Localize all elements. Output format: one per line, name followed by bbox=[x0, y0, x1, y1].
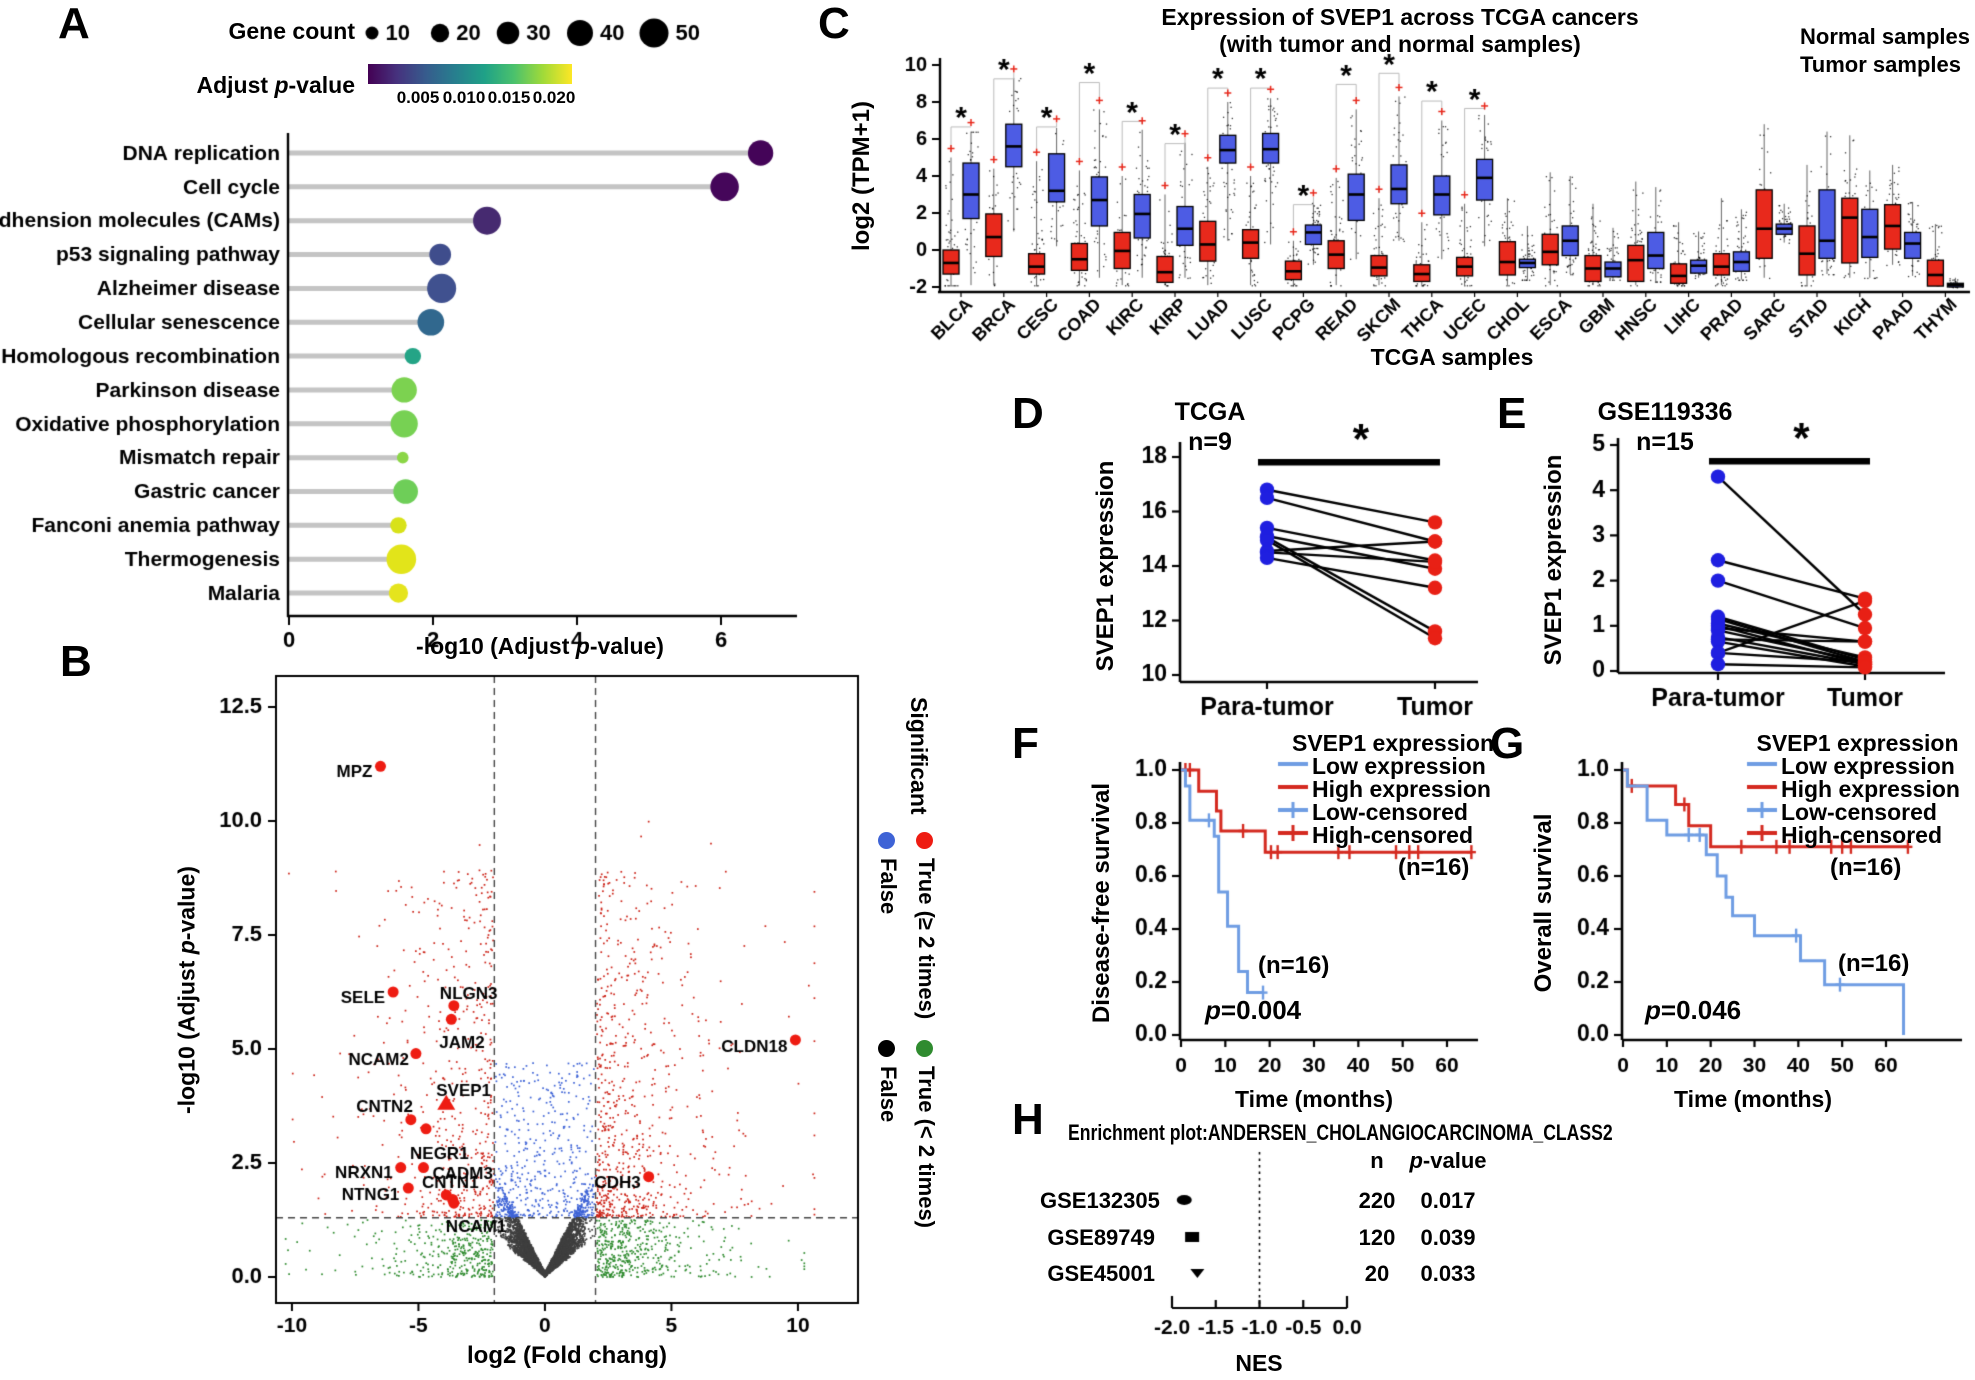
panel-e-canvas bbox=[1490, 390, 1975, 725]
volcano-legend-dot-false-blue bbox=[878, 832, 895, 849]
panel-f-legend-high: High expression bbox=[1312, 776, 1491, 802]
panel-c-letter: C bbox=[818, 0, 850, 48]
panel-f-xlabel: Time (months) bbox=[1234, 1086, 1394, 1112]
panel-g-pvalue: p=0.046 bbox=[1645, 995, 1741, 1026]
panel-c-canvas bbox=[810, 0, 1975, 380]
panel-c-title-line2: (with tumor and normal samples) bbox=[1219, 31, 1581, 57]
volcano-legend-label-false-black: False bbox=[876, 1066, 901, 1123]
panel-a-canvas bbox=[0, 0, 810, 670]
panel-f-legend-highcens: High-censored bbox=[1312, 822, 1474, 848]
panel-e-letter: E bbox=[1497, 389, 1527, 438]
b-ylabel-p: p bbox=[173, 940, 200, 955]
volcano-legend-title: Significant bbox=[906, 697, 932, 815]
h-row-n: 20 bbox=[1364, 1261, 1390, 1286]
pvalue-legend-title: Adjust p-value bbox=[135, 72, 356, 99]
panel-d-title: TCGA bbox=[1174, 398, 1246, 426]
panel-g-xlabel: Time (months) bbox=[1673, 1086, 1833, 1112]
panel-e-ylabel: SVEP1 expression bbox=[1540, 454, 1567, 666]
panel-h-title: Enrichment plot:ANDERSEN_CHOLANGIOCARCIN… bbox=[1068, 1120, 1613, 1145]
b-ylabel-pre: -log10 (Adjust bbox=[173, 954, 200, 1114]
g-p-post: =0.046 bbox=[1660, 995, 1742, 1025]
gradient-tick-3: 0.020 bbox=[532, 88, 576, 107]
panel-f-legend-title: SVEP1 expression bbox=[1292, 730, 1494, 756]
panel-c-xlabel: TCGA samples bbox=[1370, 344, 1534, 370]
panel-f-high-n: (n=16) bbox=[1398, 854, 1470, 881]
b-ylabel-post: -value) bbox=[173, 866, 200, 941]
panel-c-ylabel: log2 (TPM+1) bbox=[848, 100, 875, 252]
panel-a-letter: A bbox=[58, 0, 90, 48]
panel-d-canvas bbox=[1000, 390, 1500, 725]
volcano-legend-label-false-blue: False bbox=[876, 858, 901, 915]
volcano-legend-dot-true-red bbox=[916, 832, 933, 849]
volcano-legend-dot-false-black bbox=[878, 1040, 895, 1057]
f-p-it: p bbox=[1205, 995, 1221, 1025]
panel-a-xlabel: -log10 (Adjust p-value) bbox=[290, 633, 790, 660]
panel-g-letter: G bbox=[1490, 719, 1525, 768]
f-p-post: =0.004 bbox=[1220, 995, 1302, 1025]
panel-f-canvas bbox=[1000, 720, 1500, 1110]
panel-f-letter: F bbox=[1012, 719, 1039, 768]
a-xlabel-post: -value) bbox=[589, 633, 664, 659]
gene-count-legend-title: Gene count bbox=[228, 18, 355, 44]
panel-f-legend-low: Low expression bbox=[1312, 753, 1486, 779]
h-row-label: GSE132305 bbox=[1040, 1188, 1160, 1213]
volcano-legend-label-true-green: True (< 2 times) bbox=[914, 1066, 939, 1229]
panel-f-ylabel: Disease-free survival bbox=[1088, 782, 1115, 1024]
h-col-p-it: p bbox=[1409, 1148, 1423, 1173]
h-row-label: GSE89749 bbox=[1047, 1225, 1155, 1250]
h-row-p: 0.033 bbox=[1420, 1261, 1476, 1286]
h-row-n: 220 bbox=[1358, 1188, 1396, 1213]
panel-e-title: GSE119336 bbox=[1597, 398, 1733, 426]
panel-b-canvas bbox=[0, 660, 1000, 1380]
volcano-legend-label-true-red: True (≥ 2 times) bbox=[914, 858, 939, 1020]
panel-b-letter: B bbox=[60, 637, 92, 686]
gradient-tick-0: 0.005 bbox=[396, 88, 440, 107]
panel-c-title-line1: Expression of SVEP1 across TCGA cancers bbox=[1161, 4, 1639, 30]
volcano-legend-dot-true-green bbox=[916, 1040, 933, 1057]
panel-d-ylabel: SVEP1 expression bbox=[1092, 460, 1119, 672]
panel-h-col-pvalue: p-value bbox=[1398, 1148, 1498, 1174]
panel-b-ylabel: -log10 (Adjust p-value) bbox=[174, 866, 201, 1114]
panel-h-col-n: n bbox=[1370, 1148, 1384, 1173]
pvalue-legend-title-post: -value bbox=[288, 72, 355, 98]
tumor-samples-swatch bbox=[1756, 58, 1792, 74]
normal-samples-label: Normal samples bbox=[1800, 24, 1970, 49]
h-row-p: 0.039 bbox=[1420, 1225, 1476, 1250]
h-row-label: GSE45001 bbox=[1047, 1261, 1155, 1286]
panel-f-pvalue: p=0.004 bbox=[1205, 995, 1301, 1026]
panel-g-legend-title: SVEP1 expression bbox=[1756, 730, 1959, 756]
gradient-tick-2: 0.015 bbox=[487, 88, 531, 107]
panel-g-high-n: (n=16) bbox=[1830, 854, 1902, 881]
h-row-n: 120 bbox=[1358, 1225, 1396, 1250]
panel-g-legend-low: Low expression bbox=[1781, 753, 1955, 779]
gradient-tick-1: 0.010 bbox=[442, 88, 486, 107]
panel-g-legend-lowcens: Low-censored bbox=[1781, 799, 1937, 825]
pvalue-gradient-bar bbox=[368, 64, 572, 84]
panel-f-low-n: (n=16) bbox=[1258, 952, 1330, 979]
panel-h-xlabel: NES bbox=[1235, 1350, 1283, 1376]
pvalue-legend-title-pre: Adjust bbox=[196, 72, 275, 98]
panel-h-canvas bbox=[1000, 1110, 1975, 1380]
pvalue-legend-title-p: p bbox=[274, 72, 289, 98]
panel-d-n: n=9 bbox=[1188, 428, 1232, 456]
panel-e-n: n=15 bbox=[1636, 428, 1694, 456]
panel-d-letter: D bbox=[1012, 389, 1044, 438]
panel-g-legend-highcens: High-censored bbox=[1781, 822, 1943, 848]
panel-g-canvas bbox=[1480, 720, 1975, 1110]
normal-samples-swatch bbox=[1756, 30, 1792, 46]
g-p-it: p bbox=[1645, 995, 1661, 1025]
panel-b-xlabel: log2 (Fold chang) bbox=[467, 1342, 667, 1369]
panel-g-legend-high: High expression bbox=[1781, 776, 1960, 802]
a-xlabel-pre: -log10 (Adjust bbox=[416, 633, 576, 659]
a-xlabel-p: p bbox=[575, 633, 590, 659]
panel-g-low-n: (n=16) bbox=[1838, 950, 1910, 977]
h-row-p: 0.017 bbox=[1420, 1188, 1476, 1213]
h-col-p-post: -value bbox=[1422, 1148, 1487, 1173]
panel-f-legend-lowcens: Low-censored bbox=[1312, 799, 1468, 825]
tumor-samples-label: Tumor samples bbox=[1800, 52, 1961, 77]
panel-h-letter: H bbox=[1012, 1095, 1044, 1144]
panel-g-ylabel: Overall survival bbox=[1530, 813, 1557, 993]
